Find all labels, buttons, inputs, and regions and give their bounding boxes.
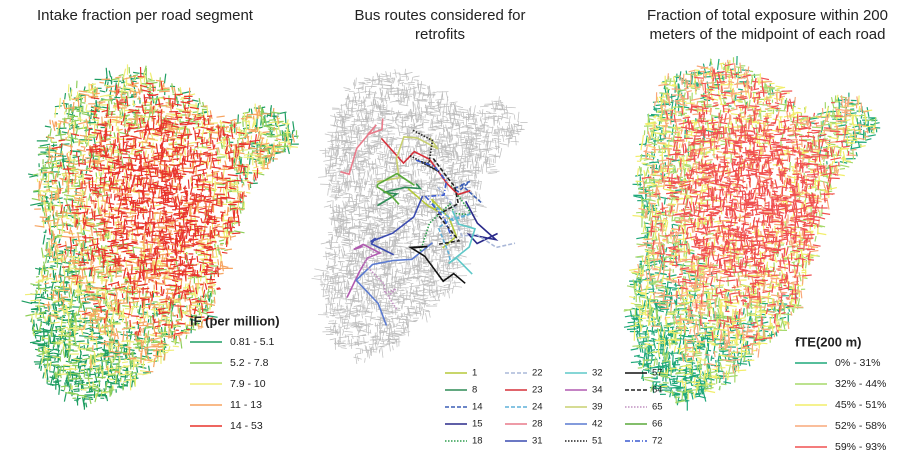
- bus-route: [448, 210, 477, 275]
- legend-label: 51: [592, 436, 603, 447]
- legend-label: 24: [532, 402, 543, 413]
- legend-label: 14 - 53: [230, 420, 263, 432]
- bus-route: [380, 137, 471, 196]
- legend-label: 59% - 93%: [835, 441, 886, 453]
- legend-label: 64: [652, 385, 663, 396]
- legend-label: 28: [532, 419, 543, 430]
- legend-title: iF (per million): [190, 313, 280, 328]
- legend-label: 45% - 51%: [835, 399, 886, 411]
- bus-route: [437, 186, 516, 249]
- bus-route: [432, 158, 461, 246]
- legend-label: 34: [592, 385, 603, 396]
- legend-label: 18: [472, 436, 483, 447]
- bus-route: [408, 245, 466, 284]
- legend-label: 65: [652, 402, 663, 413]
- panel-title: Intake fraction per road segment: [37, 7, 253, 24]
- legend-label: 8: [472, 385, 477, 396]
- bus-route: [346, 243, 382, 298]
- bus-route: [362, 251, 398, 310]
- legend-label: 66: [652, 419, 663, 430]
- legend-label: 32% - 44%: [835, 378, 886, 390]
- legend-label: 52% - 58%: [835, 420, 886, 432]
- bus-route: [376, 172, 415, 205]
- bus-route: [452, 180, 484, 205]
- legend-label: 5.2 - 7.8: [230, 357, 269, 369]
- road-network: [641, 63, 850, 348]
- bus-route: [340, 118, 384, 176]
- legend-label: 1: [472, 368, 477, 379]
- bus-route: [415, 159, 453, 239]
- legend-label: 72: [652, 436, 663, 447]
- legend-label: 42: [592, 419, 603, 430]
- bus-route: [370, 195, 424, 256]
- bus-route: [431, 202, 472, 261]
- bus-route: [464, 200, 499, 245]
- legend-label: 14: [472, 402, 483, 413]
- legend-label: 32: [592, 368, 603, 379]
- legend-label: 23: [532, 385, 543, 396]
- legend-label: 0.81 - 5.1: [230, 336, 275, 348]
- legend-label: 7.9 - 10: [230, 378, 266, 390]
- legend-label: 39: [592, 402, 603, 413]
- bus-route: [376, 183, 423, 207]
- panel-title: Bus routes considered for retrofits: [354, 7, 526, 43]
- panel-title: Fraction of total exposure within 200 me…: [647, 7, 888, 43]
- road-network: [48, 66, 265, 344]
- bus-route: [407, 187, 458, 249]
- legend-label: 15: [472, 419, 483, 430]
- legend-label: 0% - 31%: [835, 357, 881, 369]
- legend-label: 11 - 13: [230, 399, 262, 411]
- legend-title: fTE(200 m): [795, 334, 861, 349]
- bus-route: [355, 242, 433, 326]
- bus-route: [376, 136, 439, 183]
- legend-label: 22: [532, 368, 543, 379]
- legend-label: 31: [532, 436, 543, 447]
- legend-label: 57: [652, 368, 663, 379]
- road-network: [311, 68, 528, 365]
